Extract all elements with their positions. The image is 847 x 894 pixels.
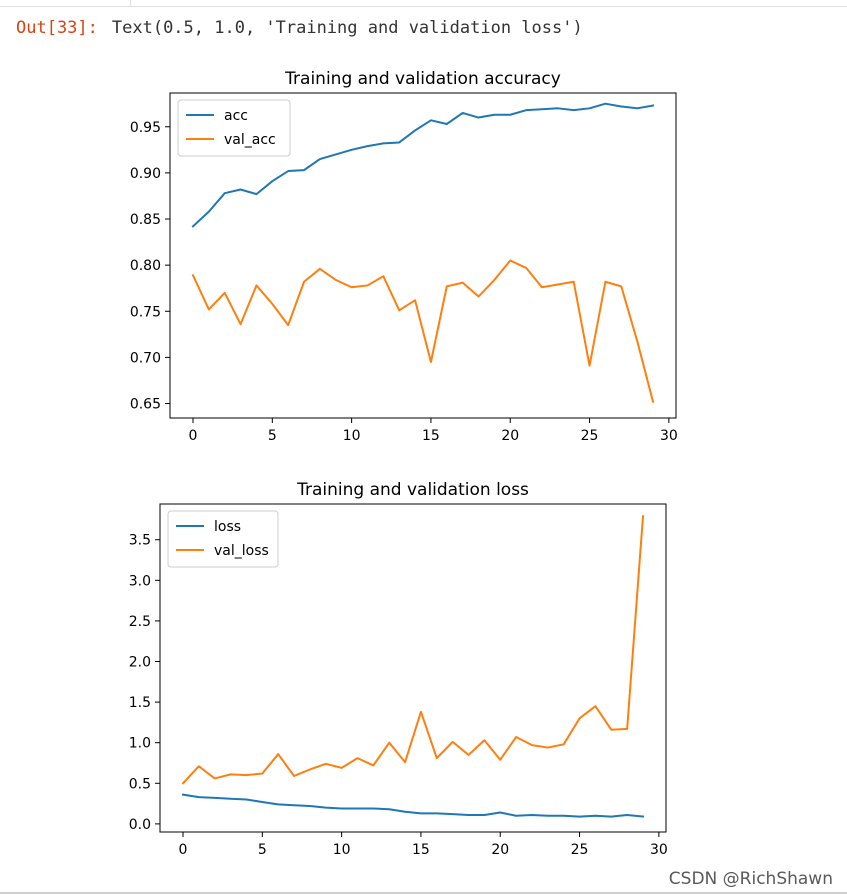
loss-y-tick-label-6: 3.0 xyxy=(129,573,151,589)
loss-axes-frame xyxy=(159,503,667,833)
legend-label-acc: acc xyxy=(224,108,248,124)
acc-y-tick-label-1: 0.70 xyxy=(130,350,161,366)
series-line-acc xyxy=(191,102,655,228)
loss-x-tick-label-10: 10 xyxy=(333,842,351,854)
acc-x-tick-label-5: 5 xyxy=(268,428,277,444)
acc-axes-frame xyxy=(169,92,677,419)
legend-label-loss: loss xyxy=(214,519,241,535)
loss-y-tick-label-7: 3.5 xyxy=(129,533,151,549)
acc-y-tick-label-3: 0.80 xyxy=(130,258,161,274)
acc-x-tick-label-30: 30 xyxy=(660,428,678,444)
legend-label-val_acc: val_acc xyxy=(224,132,276,148)
loss-y-tick-label-2: 1.0 xyxy=(129,736,151,752)
output-text: Text(0.5, 1.0, 'Training and validation … xyxy=(111,18,583,38)
accuracy-chart: Training and validation accuracy 0 5 10 15 20… xyxy=(130,69,678,444)
loss-y-tick-label-5: 2.5 xyxy=(129,614,151,630)
loss-x-tick-label-30: 30 xyxy=(650,842,668,854)
cell-output-row: Out[33]: Text(0.5, 1.0, 'Training and val… xyxy=(16,16,583,40)
acc-x-tick-label-0: 0 xyxy=(189,428,198,444)
loss-x-tick-label-5: 5 xyxy=(258,842,267,854)
loss-x-tick-label-25: 25 xyxy=(571,842,589,854)
acc-x-tick-label-10: 10 xyxy=(343,428,361,444)
acc-chart-title: Training and validation accuracy xyxy=(284,69,561,89)
bottom-divider xyxy=(0,892,847,894)
acc-y-tick-label-0: 0.65 xyxy=(130,397,161,413)
loss-x-tick-label-20: 20 xyxy=(491,842,509,854)
acc-y-tick-label-2: 0.75 xyxy=(130,304,161,320)
acc-x-tick-label-15: 15 xyxy=(422,428,440,444)
loss-chart: Training and validation loss 0 5 10 15 20 25 30… xyxy=(129,480,668,854)
legend-label-val_loss: val_loss xyxy=(214,543,269,559)
loss-y-tick-label-3: 1.5 xyxy=(129,695,151,711)
loss-y-tick-label-1: 0.5 xyxy=(129,776,151,792)
loss-x-tick-label-0: 0 xyxy=(179,842,188,854)
loss-chart-title: Training and validation loss xyxy=(296,480,529,500)
loss-y-tick-label-4: 2.0 xyxy=(129,655,151,671)
loss-y-tick-label-0: 0.0 xyxy=(129,817,151,833)
series-line-loss xyxy=(181,793,645,818)
acc-y-tick-label-6: 0.95 xyxy=(130,120,161,136)
series-line-val_loss xyxy=(181,515,645,785)
output-prompt: Out[33]: xyxy=(16,18,98,38)
previous-cell-corner xyxy=(130,0,131,6)
previous-cell-edge xyxy=(0,0,847,7)
loss-x-tick-label-15: 15 xyxy=(412,842,430,854)
acc-y-tick-label-5: 0.90 xyxy=(130,166,161,182)
acc-y-tick-label-4: 0.85 xyxy=(130,212,161,228)
watermark: CSDN @RichShawn xyxy=(668,869,833,889)
acc-x-tick-label-25: 25 xyxy=(581,428,599,444)
series-line-val_acc xyxy=(191,259,655,403)
acc-x-tick-label-20: 20 xyxy=(501,428,519,444)
